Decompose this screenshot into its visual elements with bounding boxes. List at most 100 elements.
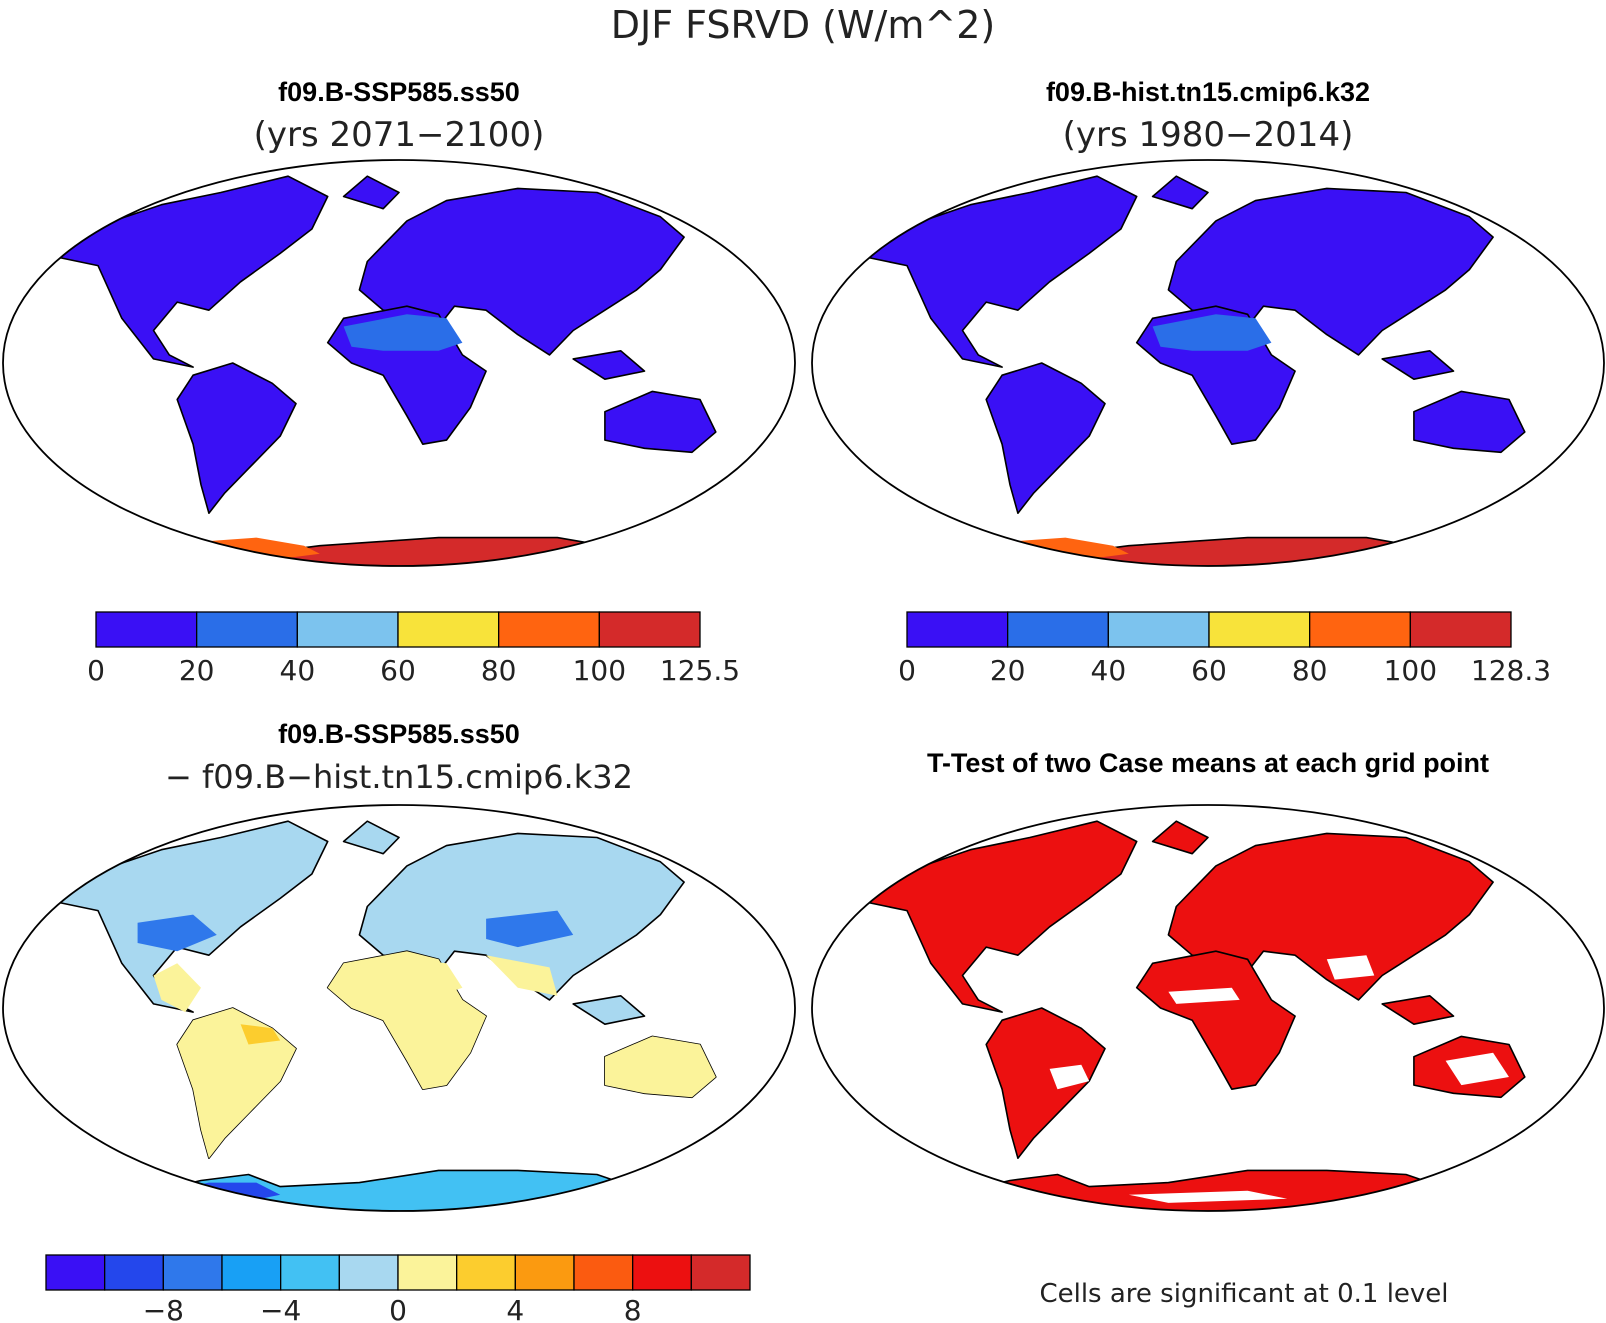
field-antarctica-rim-0 — [113, 549, 178, 562]
colorbar-box-2 — [1107, 611, 1210, 648]
field-land-4 — [1135, 950, 1296, 1090]
colorbar-box-8 — [514, 1254, 575, 1291]
field-insignificant-patches-2 — [1168, 987, 1240, 1004]
field-land-0 — [57, 175, 329, 368]
colorbar-tick-label-3: 60 — [380, 654, 416, 687]
field-land-2 — [342, 820, 400, 855]
field-land-1 — [176, 362, 297, 514]
field-antarctica-west-0 — [129, 1182, 281, 1207]
colorbar-box-1 — [196, 611, 298, 648]
colorbar-box-5 — [338, 1254, 399, 1291]
field-land-6 — [572, 350, 646, 380]
colorbar-tick-label-5: 100 — [1384, 654, 1437, 687]
colorbar-tick-label-6: 128.3 — [1471, 654, 1551, 687]
panel-2-title: f09.B-hist.tn15.cmip6.k32 — [1046, 77, 1370, 107]
colorbar-tick-label-4: 80 — [1292, 654, 1328, 687]
colorbar-tick-label-2: 0 — [389, 1294, 407, 1323]
field-land-6 — [1381, 995, 1455, 1025]
field-land-6 — [572, 995, 646, 1025]
colorbar-box-2 — [296, 611, 399, 648]
colorbar-box-1 — [1007, 611, 1109, 648]
field-sahara-arabia-0 — [1152, 314, 1272, 351]
field-north-america-low-0 — [137, 914, 217, 952]
colorbar-box-4 — [280, 1254, 340, 1291]
panel-1-title: f09.B-SSP585.ss50 — [278, 77, 520, 107]
field-land-2 — [1151, 175, 1209, 210]
colorbar-tick-label-5: 100 — [573, 654, 626, 687]
colorbar-box-0 — [45, 1254, 106, 1291]
colorbar-tick-label-1: 20 — [179, 654, 215, 687]
colorbar-box-4 — [498, 611, 600, 648]
panel-2-map — [811, 159, 1605, 567]
colorbar-box-6 — [397, 1254, 458, 1291]
field-amazon-hotspot-0 — [240, 1024, 281, 1045]
colorbar-tick-label-2: 40 — [280, 654, 316, 687]
colorbar-tick-label-3: 4 — [506, 1294, 524, 1323]
map-frame — [2, 159, 796, 567]
colorbar-box-10 — [632, 1254, 692, 1291]
field-insignificant-patches-3 — [1326, 955, 1375, 980]
map-frame — [811, 159, 1605, 567]
colorbar-box-7 — [456, 1254, 516, 1291]
panel-2-subtitle: (yrs 1980−2014) — [1063, 115, 1354, 155]
field-tropics-south-2 — [604, 1036, 716, 1098]
field-land-1 — [985, 362, 1106, 514]
field-tropics-south-4 — [486, 955, 558, 996]
field-tropics-south-3 — [153, 963, 201, 1013]
panel-3-map — [2, 804, 796, 1212]
panel-3-title: f09.B-SSP585.ss50 — [278, 719, 520, 749]
field-land-0 — [866, 175, 1138, 368]
field-tropics-south-0 — [177, 1008, 296, 1159]
colorbar-box-5 — [1409, 611, 1512, 648]
colorbar-box-3 — [397, 611, 500, 648]
panel-4-note: Cells are significant at 0.1 level — [1039, 1279, 1448, 1309]
panel-1-colorbar: 0 20 40 60 80 100 125.5 — [87, 611, 740, 687]
map-fields — [57, 820, 717, 1211]
colorbar-tick-label-3: 60 — [1191, 654, 1227, 687]
field-land-6 — [1381, 350, 1455, 380]
colorbar-tick-label-6: 125.5 — [660, 654, 740, 687]
colorbar-tick-label-2: 40 — [1091, 654, 1127, 687]
map-frame — [2, 804, 796, 1212]
field-insignificant-patches-1 — [1445, 1052, 1509, 1086]
field-insignificant-patches-0 — [1049, 1064, 1090, 1090]
field-land-5 — [1413, 390, 1526, 454]
field-antarctica-rim-0 — [922, 549, 987, 562]
colorbar-box-4 — [1309, 611, 1411, 648]
colorbar-box-11 — [690, 1254, 751, 1291]
panel-4-map — [811, 804, 1605, 1212]
panel-3-subtitle: − f09.B−hist.tn15.cmip6.k32 — [165, 758, 633, 796]
panel-4: T-Test of two Case means at each grid po… — [811, 748, 1605, 1309]
colorbar-tick-label-0: −8 — [143, 1294, 184, 1323]
panel-2-colorbar: 0 20 40 60 80 100 128.3 — [898, 611, 1551, 687]
colorbar-tick-label-0: 0 — [898, 654, 916, 687]
field-land-5 — [604, 390, 717, 454]
map-frame — [811, 804, 1605, 1212]
field-central-asia-low-0 — [486, 910, 574, 948]
field-land-1 — [985, 1007, 1106, 1159]
colorbar-tick-label-0: 0 — [87, 654, 105, 687]
colorbar-tick-label-1: 20 — [990, 654, 1026, 687]
field-sahara-arabia-0 — [343, 314, 463, 351]
field-sahara-arabia-0 — [343, 959, 463, 996]
colorbar-box-0 — [906, 611, 1009, 648]
panel-4-title: T-Test of two Case means at each grid po… — [927, 748, 1489, 778]
field-land-2 — [342, 175, 400, 210]
colorbar-box-2 — [162, 1254, 223, 1291]
panel-2: f09.B-hist.tn15.cmip6.k32 (yrs 1980−2014… — [811, 77, 1605, 687]
panel-1-map — [2, 159, 796, 567]
colorbar-box-0 — [95, 611, 198, 648]
panel-1: f09.B-SSP585.ss50 (yrs 2071−2100) 0 20 40 6… — [2, 77, 796, 687]
colorbar-tick-label-4: 80 — [481, 654, 517, 687]
panel-1-subtitle: (yrs 2071−2100) — [254, 115, 545, 155]
field-land-0 — [866, 820, 1138, 1013]
colorbar-tick-label-4: 8 — [624, 1294, 642, 1323]
panel-3-colorbar: −8 −4 0 4 8 — [45, 1254, 751, 1323]
field-land-2 — [1151, 820, 1209, 855]
figure-title: DJF FSRVD (W/m^2) — [611, 3, 995, 47]
colorbar-box-5 — [598, 611, 701, 648]
colorbar-box-3 — [1208, 611, 1311, 648]
colorbar-box-1 — [104, 1254, 164, 1291]
field-insignificant-patches-4 — [1128, 1190, 1288, 1203]
